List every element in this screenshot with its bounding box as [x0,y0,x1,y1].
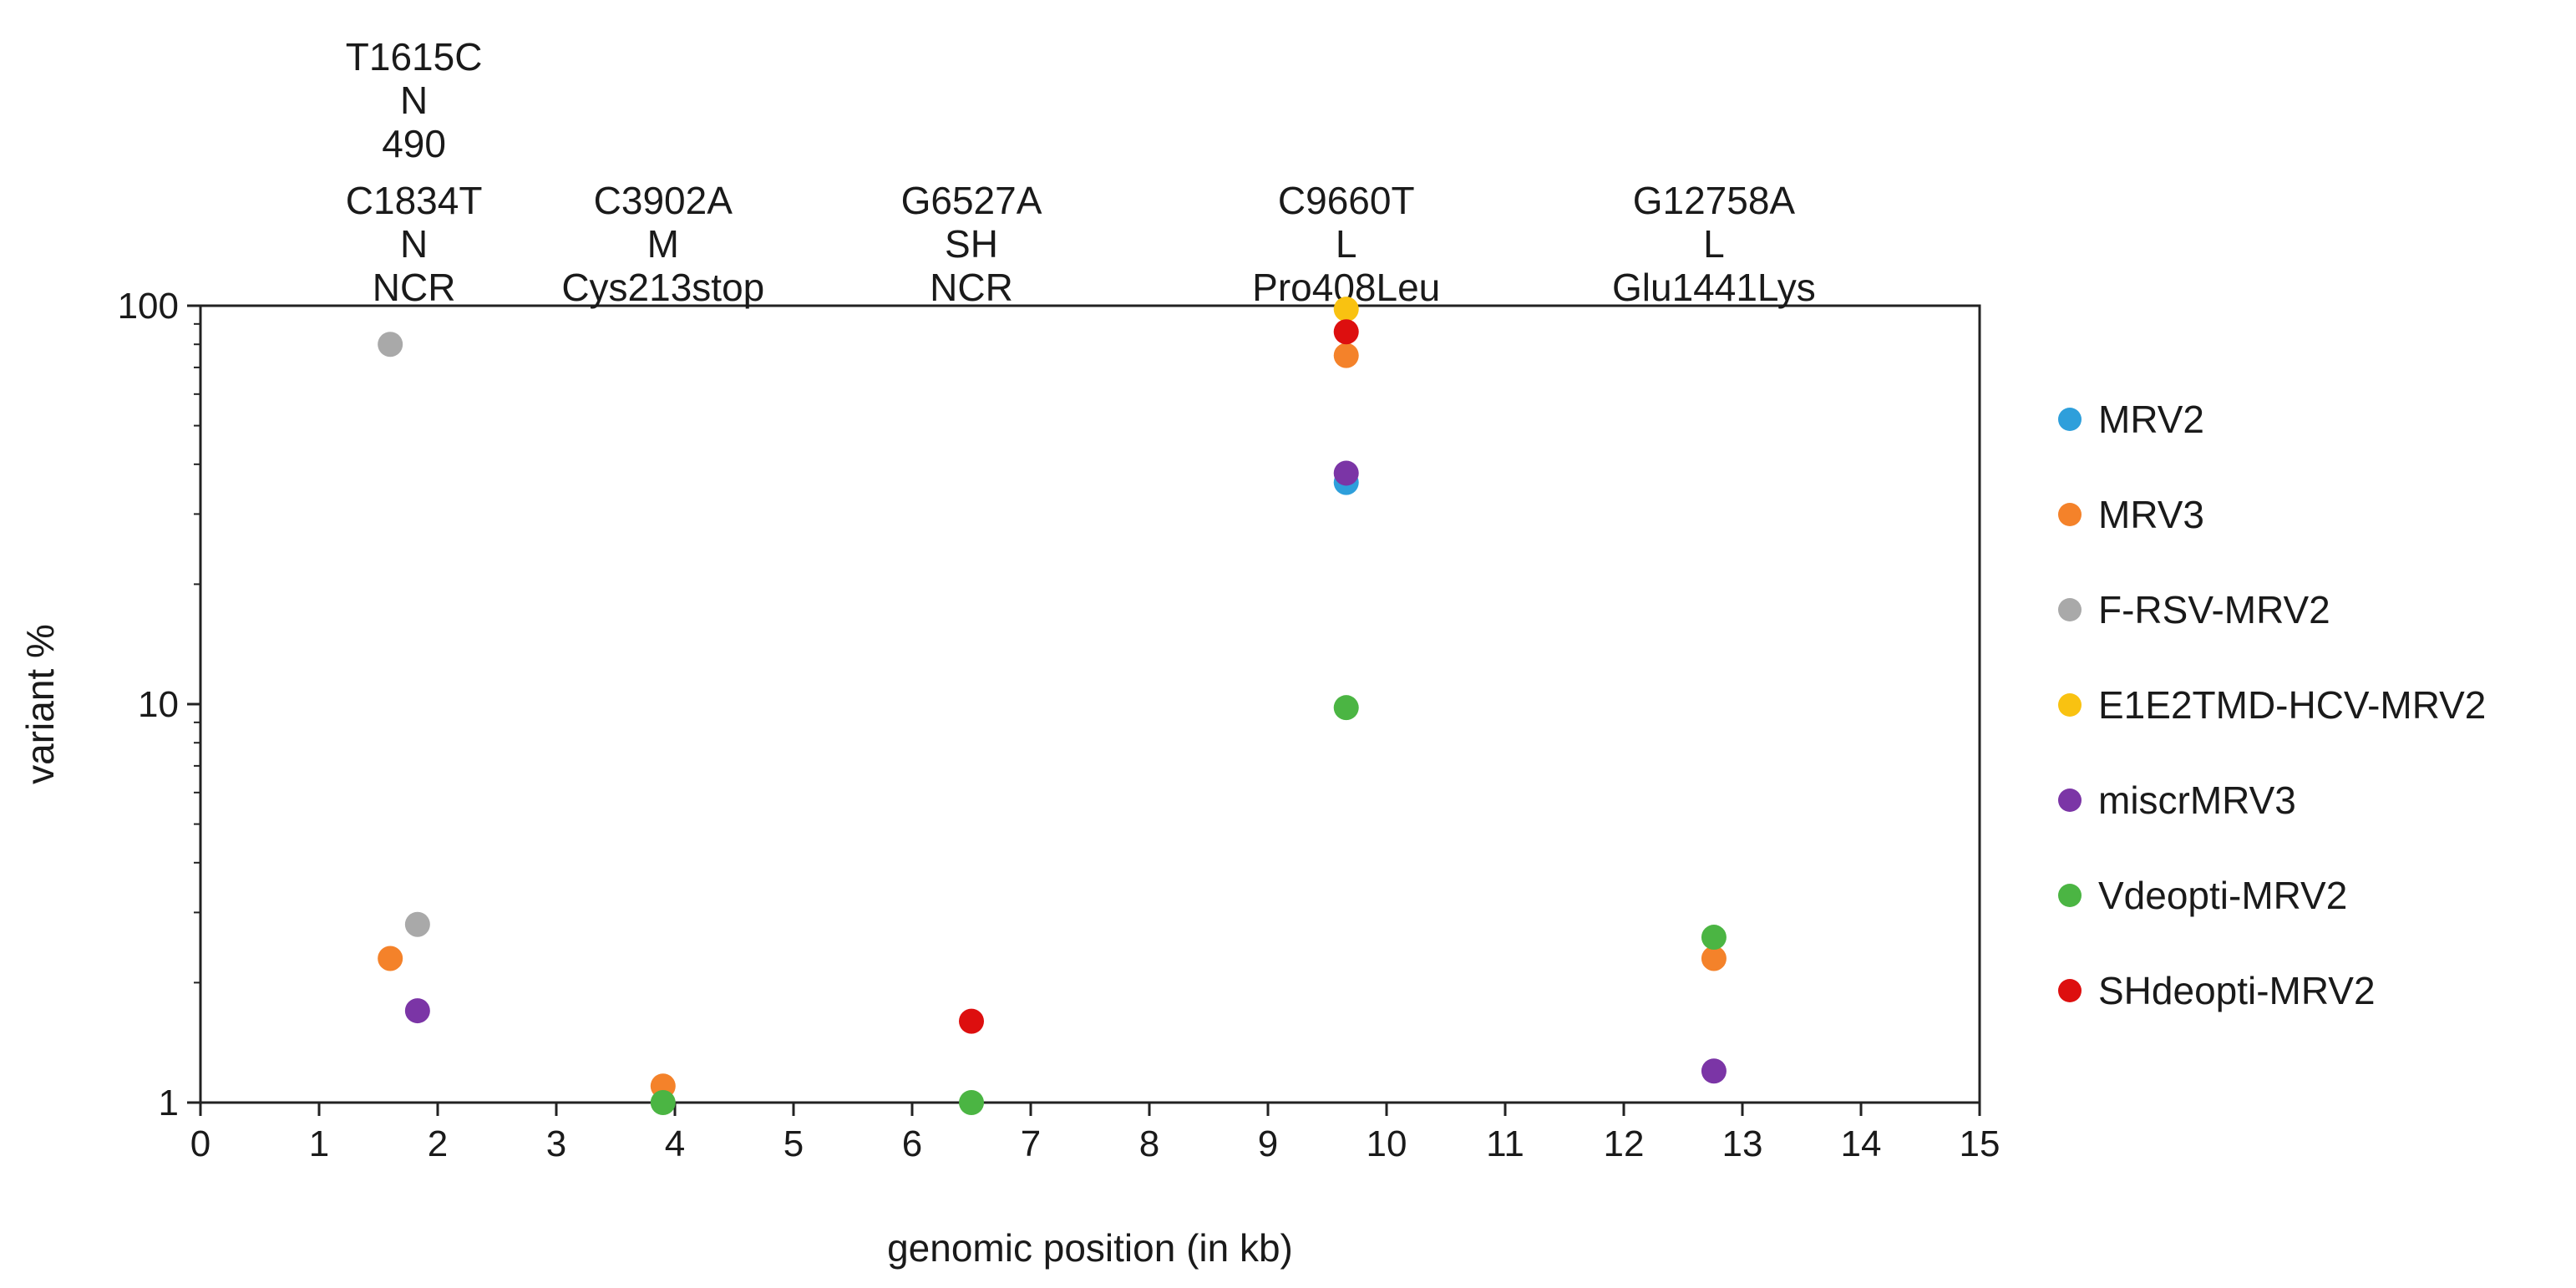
mutation-annotation-line: N [400,79,428,122]
data-point [1701,925,1727,951]
x-tick-label: 4 [665,1123,685,1164]
data-point [1333,319,1359,345]
x-tick-label: 1 [309,1123,329,1164]
legend-label: SHdeopti-MRV2 [2098,969,2376,1012]
x-tick-label: 3 [546,1123,566,1164]
legend-marker [2058,503,2082,526]
x-tick-label: 7 [1021,1123,1041,1164]
mutation-annotation-line: Cys213stop [561,266,764,309]
x-tick-label: 9 [1258,1123,1278,1164]
data-point [1333,460,1359,486]
x-tick-label: 10 [1367,1123,1407,1164]
legend-marker [2058,408,2082,431]
x-tick-label: 0 [190,1123,210,1164]
data-point [1333,297,1359,322]
legend-label: MRV2 [2098,398,2204,441]
data-point [959,1008,984,1034]
data-point [404,998,430,1024]
mutation-annotation-line: G12758A [1633,179,1796,222]
data-point [1701,946,1727,971]
y-tick-label: 1 [159,1083,179,1123]
legend-label: Vdeopti-MRV2 [2098,874,2347,917]
y-tick-label: 100 [118,286,179,327]
legend-label: MRV3 [2098,493,2204,536]
mutation-annotation-line: NCR [373,266,456,309]
data-point [378,332,403,357]
mutation-annotation-line: G6527A [901,179,1042,222]
mutation-annotation-line: C3902A [594,179,733,222]
mutation-annotation-line: NCR [930,266,1013,309]
mutation-annotation-line: N [400,222,428,266]
x-tick-label: 15 [1960,1123,2000,1164]
mutation-annotation-line: L [1336,222,1357,266]
data-point [1701,1058,1727,1084]
annotations: C1834TNNCRT1615CN490C3902AMCys213stopG65… [346,35,1816,309]
mutation-annotation-line: Glu1441Lys [1612,266,1816,309]
data-point [404,911,430,937]
x-tick-label: 11 [1486,1123,1524,1164]
mutation-annotation-line: C1834T [346,179,483,222]
x-tick-label: 12 [1604,1123,1645,1164]
mutation-annotation-line: M [647,222,679,266]
legend: MRV2 MRV3 F-RSV-MRV2 E1E2TMD-HCV-MRV2 miscrM… [2058,398,2486,1012]
x-tick-label: 6 [902,1123,922,1164]
legend-marker [2058,884,2082,907]
y-axis-ticks: 1 10 100 [118,286,200,1123]
x-tick-label: 8 [1139,1123,1159,1164]
plot-frame [199,304,1981,1104]
mutation-annotation-line: SH [945,222,998,266]
x-tick-label: 14 [1841,1123,1882,1164]
data-point [1333,342,1359,368]
x-axis-ticks: 0 1 2 3 4 5 6 7 8 9 10 11 12 13 14 15 [190,1103,2000,1164]
x-tick-label: 2 [428,1123,448,1164]
legend-label: E1E2TMD-HCV-MRV2 [2098,683,2486,727]
x-tick-label: 5 [783,1123,804,1164]
y-tick-label: 10 [138,684,179,725]
mutation-annotation-line: T1615C [346,35,483,79]
mutation-annotation-line: L [1703,222,1725,266]
legend-marker [2058,693,2082,717]
legend-marker [2058,979,2082,1002]
legend-label: miscrMRV3 [2098,778,2296,822]
x-axis-title: genomic position (in kb) [887,1226,1293,1270]
data-point [650,1090,676,1115]
y-axis-title: variant % [18,624,62,784]
data-point [378,946,403,971]
mutation-annotation-line: 490 [382,122,446,165]
x-tick-label: 13 [1722,1123,1763,1164]
mutation-annotation-line: C9660T [1278,179,1415,222]
legend-marker [2058,598,2082,621]
data-point [959,1090,984,1115]
data-point [1333,695,1359,721]
legend-label: F-RSV-MRV2 [2098,588,2330,631]
data-points [378,297,1727,1115]
legend-marker [2058,789,2082,812]
